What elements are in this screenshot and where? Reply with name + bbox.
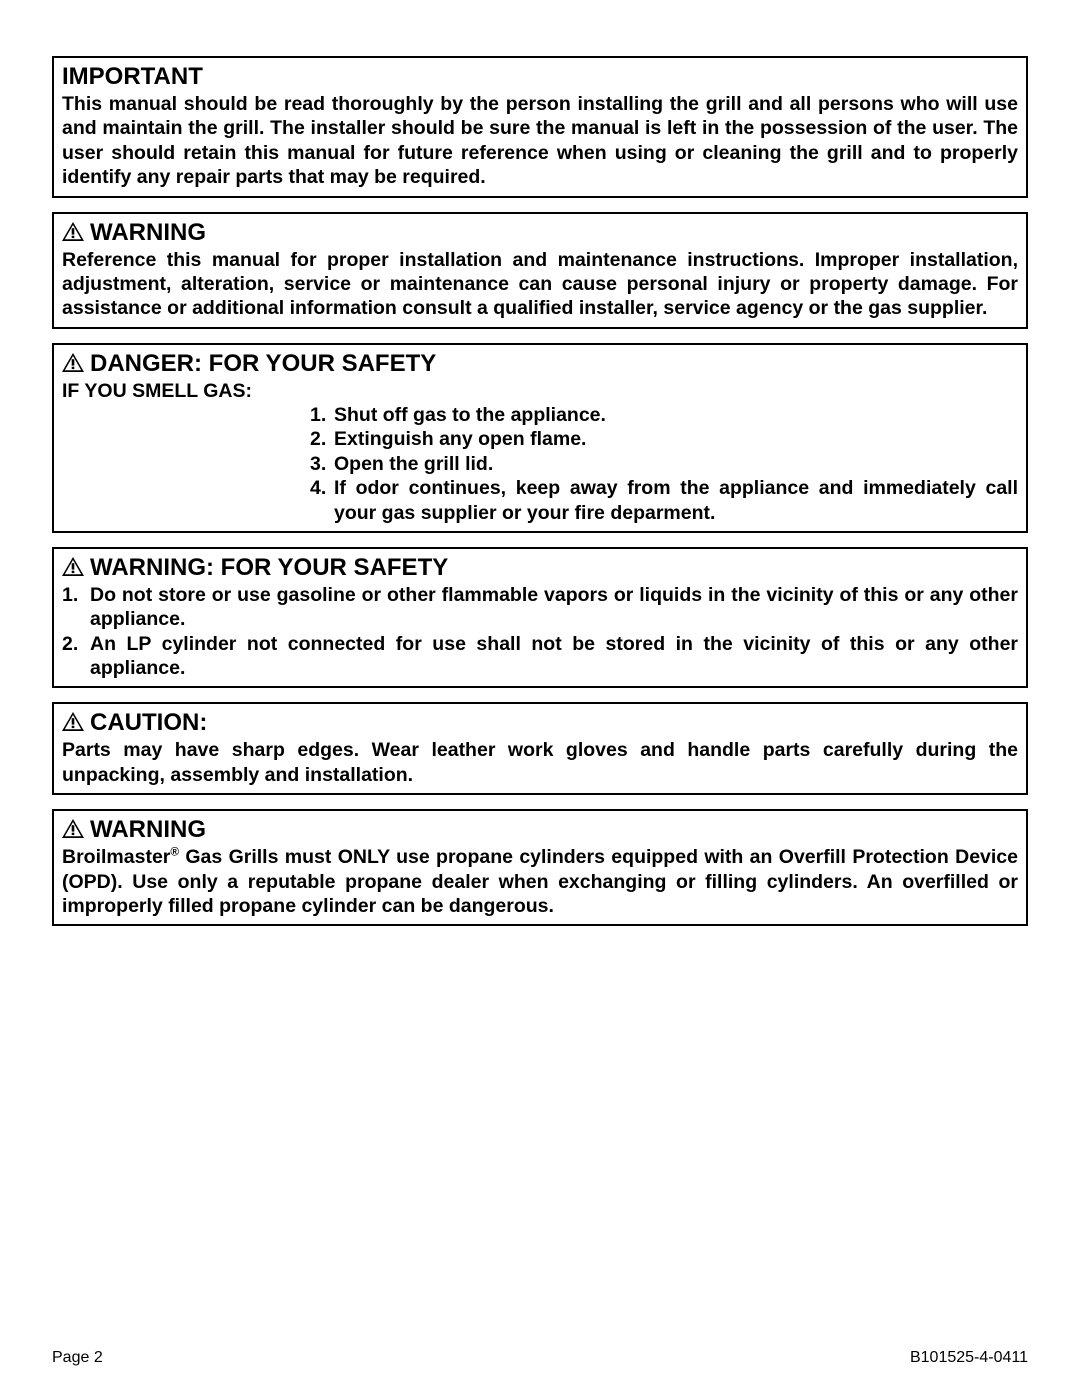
- warning-icon: [62, 353, 84, 372]
- caution-body: Parts may have sharp edges. Wear leather…: [62, 738, 1018, 787]
- danger-item-1: 1.Shut off gas to the appliance.: [310, 403, 1018, 427]
- danger-item-2: 2.Extinguish any open flame.: [310, 427, 1018, 451]
- warning2-body: Broilmaster® Gas Grills must ONLY use pr…: [62, 845, 1018, 918]
- danger-title-text: DANGER: FOR YOUR SAFETY: [90, 350, 436, 377]
- warning1-heading: WARNING: [62, 218, 1018, 248]
- important-body: This manual should be read thoroughly by…: [62, 92, 1018, 190]
- warning1-body: Reference this manual for proper install…: [62, 248, 1018, 321]
- warning-safety-item-2: 2.An LP cylinder not connected for use s…: [62, 632, 1018, 681]
- warning-safety-heading: WARNING: FOR YOUR SAFETY: [62, 553, 1018, 583]
- warning2-title-text: WARNING: [90, 816, 206, 843]
- danger-box: DANGER: FOR YOUR SAFETY IF YOU SMELL GAS…: [52, 343, 1028, 533]
- warning1-box: WARNING Reference this manual for proper…: [52, 212, 1028, 329]
- warning-safety-list: 1.Do not store or use gasoline or other …: [62, 583, 1018, 681]
- warning-safety-title-text: WARNING: FOR YOUR SAFETY: [90, 554, 448, 581]
- danger-item-3: 3.Open the grill lid.: [310, 452, 1018, 476]
- danger-item-4: 4.If odor continues, keep away from the …: [310, 476, 1018, 525]
- danger-subtitle: IF YOU SMELL GAS:: [62, 379, 1018, 403]
- important-box: IMPORTANT This manual should be read tho…: [52, 56, 1028, 198]
- warning-safety-box: WARNING: FOR YOUR SAFETY 1.Do not store …: [52, 547, 1028, 689]
- important-heading: IMPORTANT: [62, 62, 1018, 92]
- danger-heading: DANGER: FOR YOUR SAFETY: [62, 349, 1018, 379]
- caution-box: CAUTION: Parts may have sharp edges. Wea…: [52, 702, 1028, 795]
- warning2-heading: WARNING: [62, 815, 1018, 845]
- warning-icon: [62, 712, 84, 731]
- footer-doc-id: B101525-4-0411: [910, 1349, 1028, 1367]
- footer-page-number: Page 2: [52, 1349, 103, 1367]
- warning-icon: [62, 222, 84, 241]
- warning-safety-item-1: 1.Do not store or use gasoline or other …: [62, 583, 1018, 632]
- caution-title-text: CAUTION:: [90, 709, 207, 736]
- danger-list: 1.Shut off gas to the appliance. 2.Extin…: [62, 403, 1018, 525]
- caution-heading: CAUTION:: [62, 708, 1018, 738]
- warning2-box: WARNING Broilmaster® Gas Grills must ONL…: [52, 809, 1028, 926]
- warning-icon: [62, 819, 84, 838]
- warning1-title-text: WARNING: [90, 219, 206, 246]
- manual-page: IMPORTANT This manual should be read tho…: [0, 0, 1080, 926]
- warning-icon: [62, 557, 84, 576]
- page-footer: Page 2 B101525-4-0411: [52, 1349, 1028, 1367]
